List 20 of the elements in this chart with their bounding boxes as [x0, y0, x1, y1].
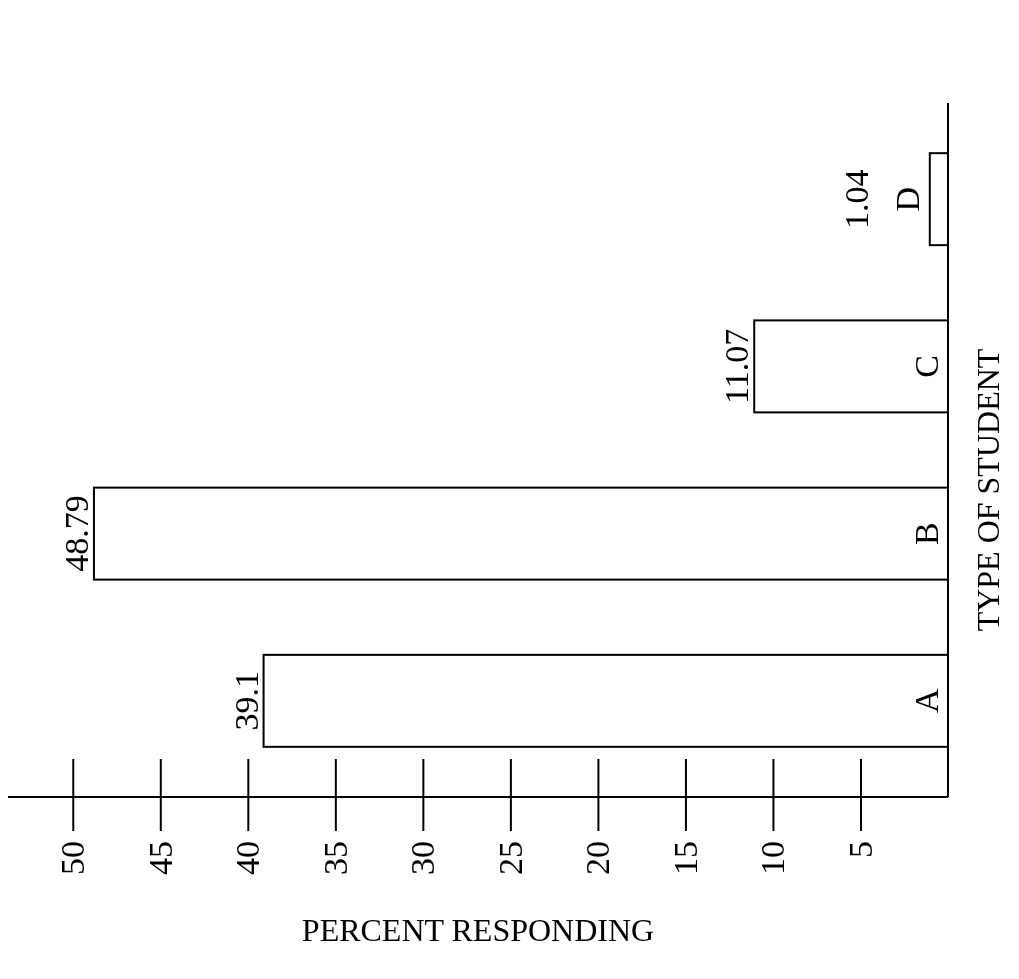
data-label: 1.04	[837, 169, 875, 229]
y-tick-label: D	[889, 186, 927, 212]
x-tick-label: 40	[229, 841, 267, 875]
x-tick-label: 20	[579, 841, 617, 875]
x-axis-title: PERCENT RESPONDING	[301, 912, 655, 948]
x-tick-label: 30	[404, 841, 442, 875]
x-tick-label: 10	[754, 841, 792, 875]
x-tick-label: 25	[491, 841, 529, 875]
data-label: 11.07	[718, 328, 756, 405]
data-label: 48.79	[57, 495, 95, 572]
x-tick-label: 45	[141, 841, 179, 875]
x-tick-label: 50	[54, 841, 92, 875]
x-tick-label: 35	[316, 841, 354, 875]
y-tick-label: C	[907, 355, 945, 378]
x-tick-label: 5	[841, 841, 879, 858]
x-tick-label: 15	[666, 841, 704, 875]
y-axis-title: TYPE OF STUDENT	[970, 348, 1006, 632]
data-label: 39.1	[227, 671, 265, 731]
y-tick-label: B	[907, 522, 945, 545]
y-tick-label: A	[907, 688, 945, 714]
